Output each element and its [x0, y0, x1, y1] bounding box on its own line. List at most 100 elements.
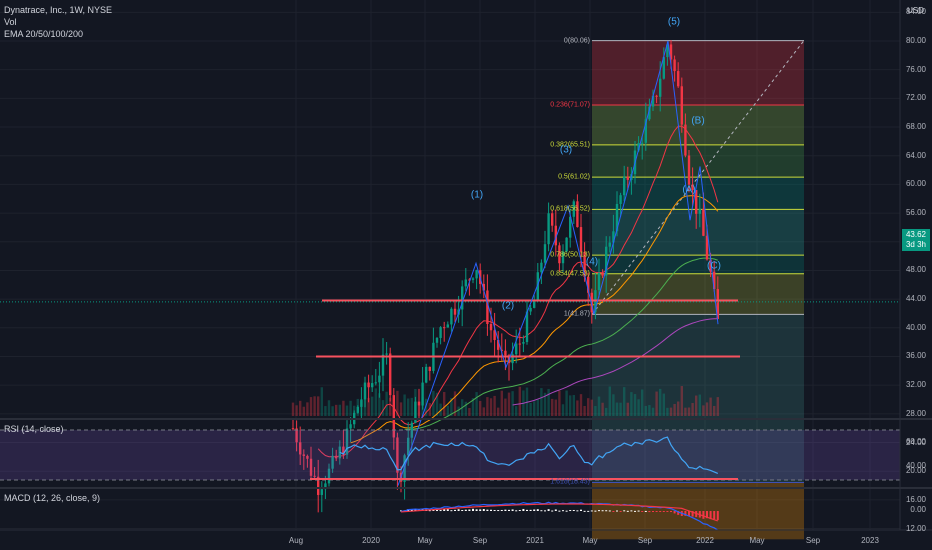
candle-body [569, 216, 572, 238]
candle-body [378, 375, 381, 383]
volume-bar [464, 401, 467, 416]
macd-histogram-bar [436, 510, 438, 512]
volume-bar [572, 395, 575, 416]
volume-bar [615, 402, 619, 416]
price-axis-label: 56.00 [905, 208, 926, 218]
candle-body [299, 442, 302, 455]
volume-bar [399, 402, 403, 416]
ema-label[interactable]: EMA 20/50/100/200 [4, 29, 84, 39]
candle-body [669, 44, 673, 60]
rsi-legend[interactable]: RSI (14, close) [4, 424, 64, 434]
volume-bar [371, 396, 374, 416]
volume-bar [659, 388, 662, 416]
macd-histogram-bar [590, 510, 593, 512]
volume-bar [471, 398, 475, 416]
volume-bar [605, 407, 608, 416]
volume-bar [482, 407, 485, 416]
fib-label: 0.786(50.13) [550, 251, 590, 259]
volume-bar [587, 398, 590, 416]
elliott-wave-path [397, 40, 719, 486]
candle-body [673, 59, 676, 72]
candle-body [453, 308, 457, 315]
macd-histogram-bar [515, 510, 518, 512]
macd-histogram-bar [544, 510, 546, 512]
fib-label: 0.854(47.53) [550, 270, 590, 278]
macd-axis-0: 0.00 [910, 505, 926, 514]
volume-bar [533, 401, 536, 416]
time-axis-label: May [582, 536, 598, 545]
macd-histogram-bar [688, 511, 690, 517]
candle-body [677, 71, 680, 87]
macd-histogram-bar [709, 511, 712, 520]
macd-histogram-bar [533, 509, 536, 511]
volume-bar [536, 399, 539, 416]
candle-body [374, 382, 377, 384]
candle-body [345, 428, 349, 455]
macd-histogram-bar [605, 510, 608, 512]
candle-body [356, 406, 359, 413]
volume-bar [374, 388, 377, 416]
macd-histogram-bar [641, 511, 644, 512]
candle-body [687, 155, 691, 185]
bar-countdown: 3d 3h [905, 240, 927, 249]
macd-pane [400, 501, 719, 531]
candle-body [587, 276, 590, 293]
macd-histogram-bar [691, 511, 694, 517]
candle-body [522, 342, 525, 344]
macd-histogram-bar [655, 511, 658, 512]
candle-body [554, 225, 557, 246]
fib-trend-line [591, 40, 805, 315]
candle-body [407, 437, 410, 456]
volume-bar [561, 404, 565, 416]
candle-body [295, 428, 298, 443]
volume-bar [633, 394, 637, 416]
drawing-overlays [0, 40, 900, 486]
macd-histogram-bar [572, 509, 575, 511]
volume-bar [313, 396, 316, 416]
rsi-pane [0, 429, 900, 481]
volume-bar [669, 407, 673, 416]
volume-label[interactable]: Vol [4, 17, 17, 27]
volume-bar [295, 405, 298, 416]
macd-histogram-bar [716, 511, 719, 521]
fib-label: 0.5(61.02) [558, 173, 590, 181]
macd-histogram-bar [666, 511, 669, 512]
wave-label: (1) [470, 189, 484, 201]
volume-bar [601, 402, 604, 416]
volume-bar [630, 392, 633, 416]
volume-bar [662, 393, 665, 416]
macd-histogram-bar [454, 509, 456, 511]
candle-body [425, 366, 428, 383]
volume-bar [644, 405, 647, 416]
time-axis-label: Sep [472, 536, 488, 545]
macd-histogram-bar [623, 510, 626, 512]
macd-histogram-bar [443, 509, 446, 511]
volume-bar [345, 405, 349, 416]
macd-histogram-bar [482, 509, 485, 511]
candle-body [619, 195, 622, 204]
fib-label: 0.236(71.07) [550, 101, 590, 109]
candle-body [396, 437, 399, 473]
macd-histogram-bar [439, 510, 442, 512]
symbol-title[interactable]: Dynatrace, Inc., 1W, NYSE [4, 5, 113, 15]
volume-bar [680, 386, 683, 416]
candle-body [662, 57, 665, 79]
candle-body [320, 489, 323, 495]
macd-signal-line [400, 503, 718, 522]
volume-bar [687, 407, 691, 416]
macd-legend[interactable]: MACD (12, 26, close, 9) [4, 493, 101, 503]
volume-bar [698, 394, 701, 416]
volume-bar [651, 407, 655, 416]
candle-body [551, 213, 554, 226]
volume-bar [497, 407, 500, 416]
macd-histogram-bar [576, 510, 579, 512]
macd-histogram-bar [468, 509, 471, 511]
price-axis-label: 32.00 [905, 380, 926, 390]
volume-bar [590, 399, 593, 416]
candle-body [702, 208, 705, 236]
macd-histogram-bar [598, 510, 600, 512]
fib-label: 1(41.87) [563, 310, 590, 318]
macd-histogram-bar [662, 511, 665, 512]
macd-histogram-bar [670, 511, 672, 513]
